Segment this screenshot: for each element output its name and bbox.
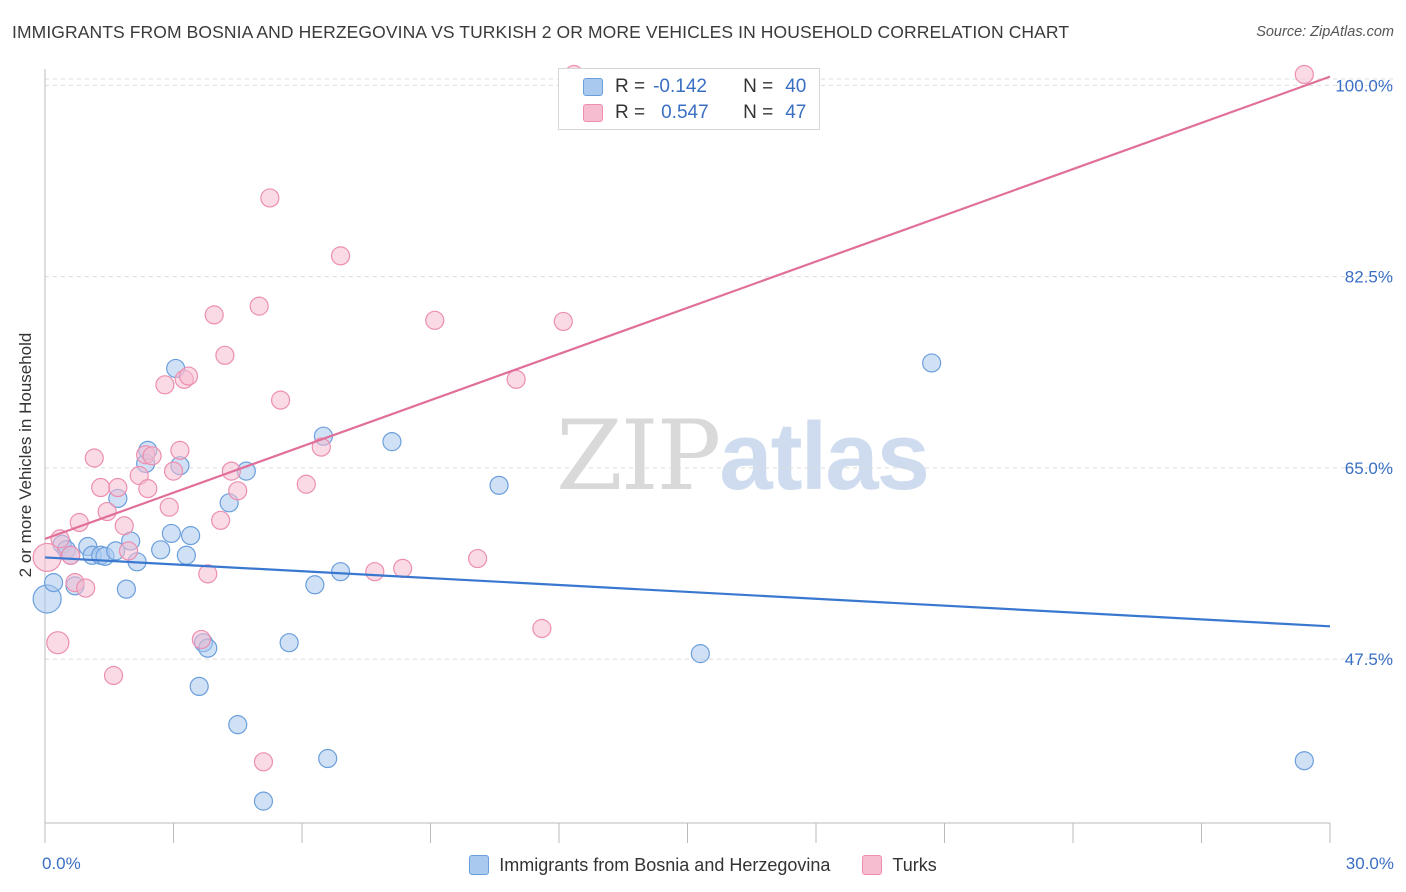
data-point-turks bbox=[260, 188, 280, 208]
data-point-turks bbox=[191, 629, 211, 650]
data-point-turks bbox=[118, 541, 139, 561]
data-point-turks bbox=[270, 390, 291, 410]
data-point-turks bbox=[506, 369, 526, 389]
data-point-turks bbox=[91, 477, 111, 498]
data-point-turks bbox=[393, 558, 413, 578]
x-tick-label: 30.0% bbox=[1346, 854, 1394, 873]
data-point-turks bbox=[211, 510, 231, 530]
legend-r-label: R = bbox=[615, 76, 646, 97]
data-point-turks bbox=[365, 562, 385, 582]
data-point-bosnia bbox=[189, 676, 209, 697]
trend-line-bosnia bbox=[44, 556, 1331, 628]
data-point-bosnia bbox=[176, 545, 196, 565]
data-point-turks bbox=[253, 752, 274, 772]
legend-r-value: 0.547 bbox=[661, 102, 709, 123]
trend-line-turks bbox=[44, 75, 1331, 540]
series-name-bosnia: Immigrants from Bosnia and Herzegovina bbox=[499, 854, 831, 875]
legend-r-value: -0.142 bbox=[653, 76, 707, 97]
data-point-bosnia bbox=[690, 644, 710, 664]
source-label: Source: ZipAtlas.com bbox=[1256, 24, 1394, 40]
y-tick-label: 100.0% bbox=[1335, 76, 1393, 95]
data-point-turks bbox=[178, 366, 199, 386]
data-point-bosnia bbox=[330, 562, 351, 582]
y-axis-title: 2 or more Vehicles in Household bbox=[16, 332, 35, 578]
data-point-turks bbox=[108, 477, 128, 498]
data-point-bosnia bbox=[228, 715, 248, 735]
data-point-turks bbox=[84, 448, 104, 468]
legend-swatch-bosnia bbox=[583, 78, 603, 96]
data-point-turks bbox=[228, 481, 248, 501]
y-tick-label: 82.5% bbox=[1345, 268, 1393, 287]
data-point-bosnia bbox=[151, 540, 171, 560]
y-tick-label: 47.5% bbox=[1345, 650, 1393, 669]
data-point-turks bbox=[198, 564, 218, 584]
data-point-turks bbox=[170, 440, 190, 460]
data-point-bosnia bbox=[305, 575, 325, 595]
data-point-turks bbox=[103, 665, 124, 686]
legend-swatch-turks bbox=[583, 104, 603, 122]
data-point-bosnia bbox=[116, 579, 136, 599]
watermark-zip: ZIP bbox=[556, 400, 721, 512]
data-point-bosnia bbox=[1294, 751, 1314, 771]
data-point-turks bbox=[425, 310, 445, 330]
legend-row-bosnia: R = -0.142 N = 40 bbox=[583, 75, 806, 99]
data-point-bosnia bbox=[161, 523, 181, 544]
data-point-turks bbox=[76, 578, 96, 598]
legend-n-label: N = bbox=[743, 102, 774, 123]
legend-r-label: R = bbox=[615, 102, 646, 123]
data-point-turks bbox=[249, 296, 269, 316]
series-name-turks: Turks bbox=[892, 854, 937, 875]
data-point-turks bbox=[1294, 64, 1314, 85]
data-point-bosnia bbox=[279, 633, 299, 653]
watermark-atlas: atlas bbox=[719, 403, 930, 510]
data-point-turks bbox=[163, 461, 184, 481]
data-point-turks bbox=[159, 497, 179, 517]
data-point-turks bbox=[330, 246, 351, 266]
data-point-bosnia bbox=[253, 791, 274, 811]
data-point-bosnia bbox=[922, 353, 942, 373]
series-legend-turks: Turks bbox=[862, 854, 937, 876]
data-point-bosnia bbox=[318, 748, 338, 769]
legend-row-turks: R = 0.547 N = 47 bbox=[583, 101, 806, 125]
data-point-bosnia bbox=[181, 526, 201, 546]
series-legend: Immigrants from Bosnia and Herzegovina T… bbox=[0, 851, 1406, 879]
data-point-bosnia bbox=[382, 432, 402, 452]
data-point-turks bbox=[142, 446, 162, 466]
data-point-turks bbox=[61, 545, 81, 565]
chart-title: IMMIGRANTS FROM BOSNIA AND HERZEGOVINA V… bbox=[12, 22, 1070, 42]
correlation-legend: R = -0.142 N = 40 R = 0.547 N = 47 bbox=[558, 68, 820, 130]
data-point-turks bbox=[553, 311, 573, 332]
y-tick-label: 65.0% bbox=[1345, 459, 1393, 478]
watermark: ZIPatlas bbox=[556, 400, 930, 512]
series-legend-bosnia: Immigrants from Bosnia and Herzegovina bbox=[469, 855, 830, 876]
data-point-turks bbox=[296, 474, 316, 494]
data-point-turks bbox=[311, 437, 331, 457]
series-swatch-turks bbox=[862, 855, 883, 875]
legend-n-label: N = bbox=[743, 76, 774, 97]
data-point-turks bbox=[114, 516, 134, 536]
data-point-turks bbox=[155, 375, 175, 395]
x-tick-label: 0.0% bbox=[42, 854, 81, 873]
data-point-turks bbox=[46, 631, 70, 655]
data-point-turks bbox=[204, 305, 224, 325]
data-point-bosnia bbox=[489, 475, 509, 495]
data-point-turks bbox=[215, 345, 235, 365]
legend-n-value: 47 bbox=[785, 102, 807, 123]
data-point-bosnia bbox=[43, 572, 64, 593]
series-swatch-bosnia bbox=[469, 855, 490, 875]
data-point-turks bbox=[138, 479, 158, 499]
legend-n-value: 40 bbox=[785, 76, 807, 97]
data-point-turks bbox=[468, 548, 488, 569]
data-point-turks bbox=[532, 618, 552, 639]
